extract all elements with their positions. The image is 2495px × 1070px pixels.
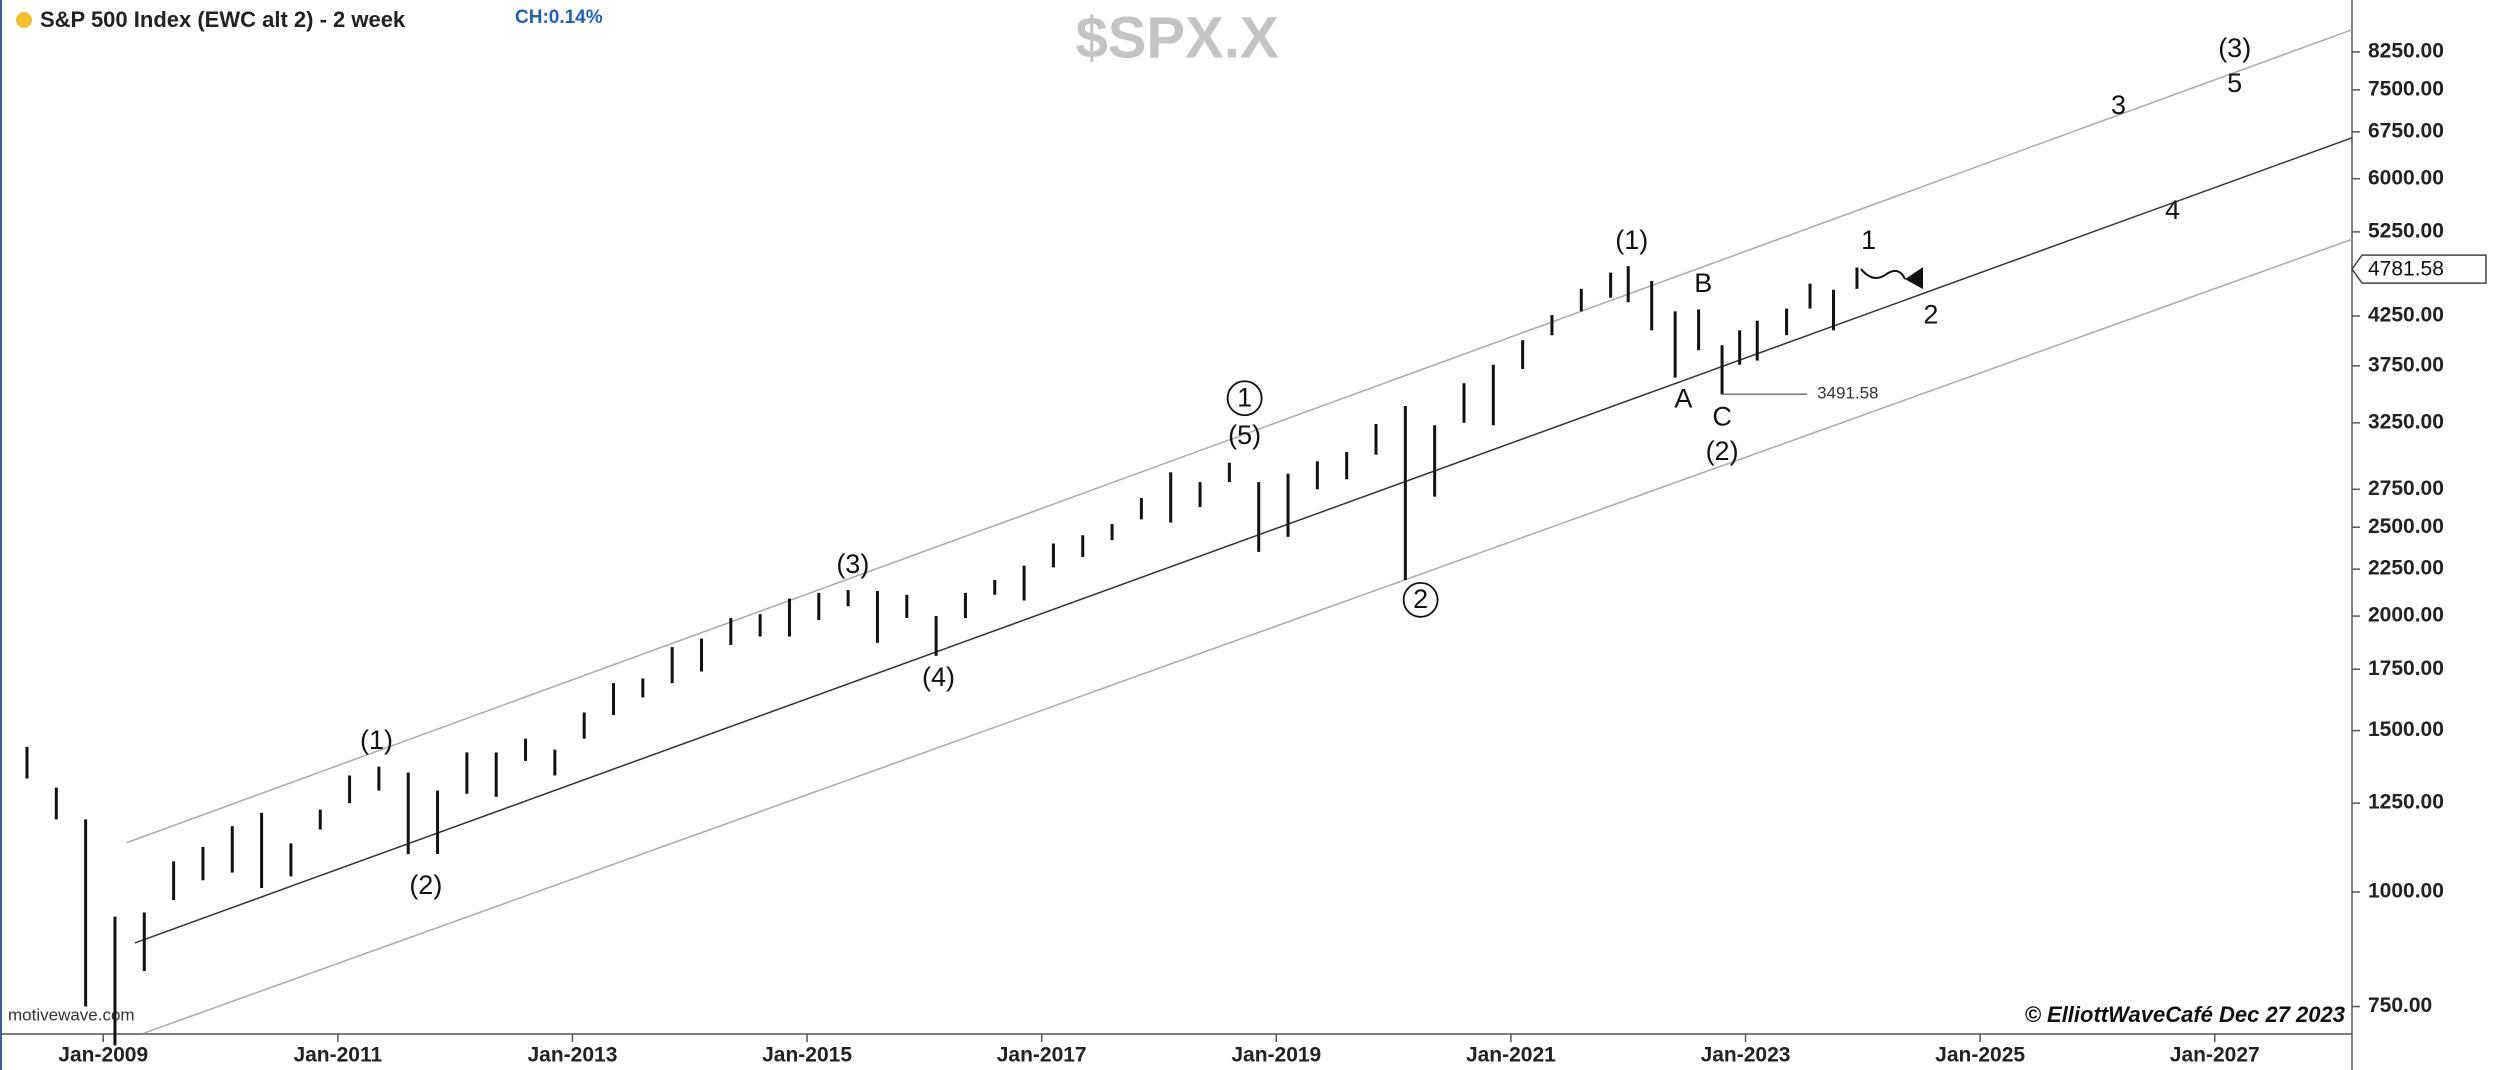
wave-label: (4) xyxy=(922,662,955,692)
wave-label: 2 xyxy=(1923,300,1938,330)
price-marker-label: 3491.58 xyxy=(1817,384,1878,403)
wave-label: (3) xyxy=(836,549,869,579)
last-price-label: 4781.58 xyxy=(2368,258,2444,281)
wave-label: 1 xyxy=(1861,225,1876,255)
projection xyxy=(1860,268,1906,280)
wave-circle xyxy=(1226,380,1263,417)
y-tick-label: 1500.00 xyxy=(2368,718,2444,741)
wave-label: 1 xyxy=(1237,382,1252,412)
y-tick-label: 1250.00 xyxy=(2368,791,2444,814)
y-tick-label: 2250.00 xyxy=(2368,557,2444,580)
change: CH:0.14% xyxy=(515,7,603,28)
y-tick-label: 2500.00 xyxy=(2368,515,2444,538)
chart-title: S&P 500 Index (EWC alt 2) - 2 week xyxy=(40,7,406,32)
y-tick-label: 7500.00 xyxy=(2368,77,2444,100)
y-tick-label: 3750.00 xyxy=(2368,353,2444,376)
wave-label: (1) xyxy=(360,725,393,755)
wave-label: (2) xyxy=(1706,436,1739,466)
x-tick-label: Jan-2019 xyxy=(1231,1044,1321,1067)
x-tick-label: Jan-2011 xyxy=(293,1044,382,1067)
y-tick-label: 6750.00 xyxy=(2368,119,2444,142)
y-tick-label: 8250.00 xyxy=(2368,39,2444,62)
x-tick-label: Jan-2017 xyxy=(997,1044,1087,1067)
wave-label: B xyxy=(1694,268,1712,298)
y-tick-label: 1750.00 xyxy=(2368,657,2444,680)
x-tick-label: Jan-2027 xyxy=(2170,1044,2260,1067)
x-tick-label: Jan-2025 xyxy=(1935,1044,2025,1067)
y-tick-label: 1000.00 xyxy=(2368,880,2444,903)
wave-label: (1) xyxy=(1615,225,1648,255)
x-tick-label: Jan-2023 xyxy=(1701,1044,1791,1067)
wave-label: 3 xyxy=(2111,90,2126,120)
channel-line xyxy=(142,238,2353,1035)
y-tick-label: 3250.00 xyxy=(2368,410,2444,433)
wave-label: (2) xyxy=(409,870,442,900)
copyright: © ElliottWaveCafé Dec 27 2023 xyxy=(2025,1002,2345,1027)
channel-line xyxy=(126,29,2353,844)
wave-label: (5) xyxy=(1228,420,1261,450)
last-price-box xyxy=(2351,254,2487,284)
x-tick-label: Jan-2013 xyxy=(528,1044,618,1067)
wave-label: C xyxy=(1712,401,1732,431)
y-tick-label: 2000.00 xyxy=(2368,604,2444,627)
projection-arrow xyxy=(1904,267,1923,290)
wave-label: 5 xyxy=(2227,68,2242,98)
x-tick-label: Jan-2015 xyxy=(762,1044,852,1067)
y-tick-label: 4250.00 xyxy=(2368,304,2444,327)
channel-line xyxy=(134,137,2353,944)
wave-circle xyxy=(1402,581,1439,618)
wave-label: A xyxy=(1674,384,1692,414)
source: motivewave.com xyxy=(8,1005,135,1024)
y-tick-label: 5250.00 xyxy=(2368,219,2444,242)
wave-label: 2 xyxy=(1413,584,1428,614)
wave-label: 4 xyxy=(2165,195,2180,225)
status-dot xyxy=(16,12,32,28)
x-tick-label: Jan-2009 xyxy=(58,1044,148,1067)
y-tick-label: 2750.00 xyxy=(2368,477,2444,500)
y-tick-label: 750.00 xyxy=(2368,994,2432,1017)
watermark: $SPX.X xyxy=(1075,5,1278,70)
wave-label: (3) xyxy=(2218,33,2251,63)
y-tick-label: 6000.00 xyxy=(2368,166,2444,189)
x-tick-label: Jan-2021 xyxy=(1466,1044,1556,1067)
